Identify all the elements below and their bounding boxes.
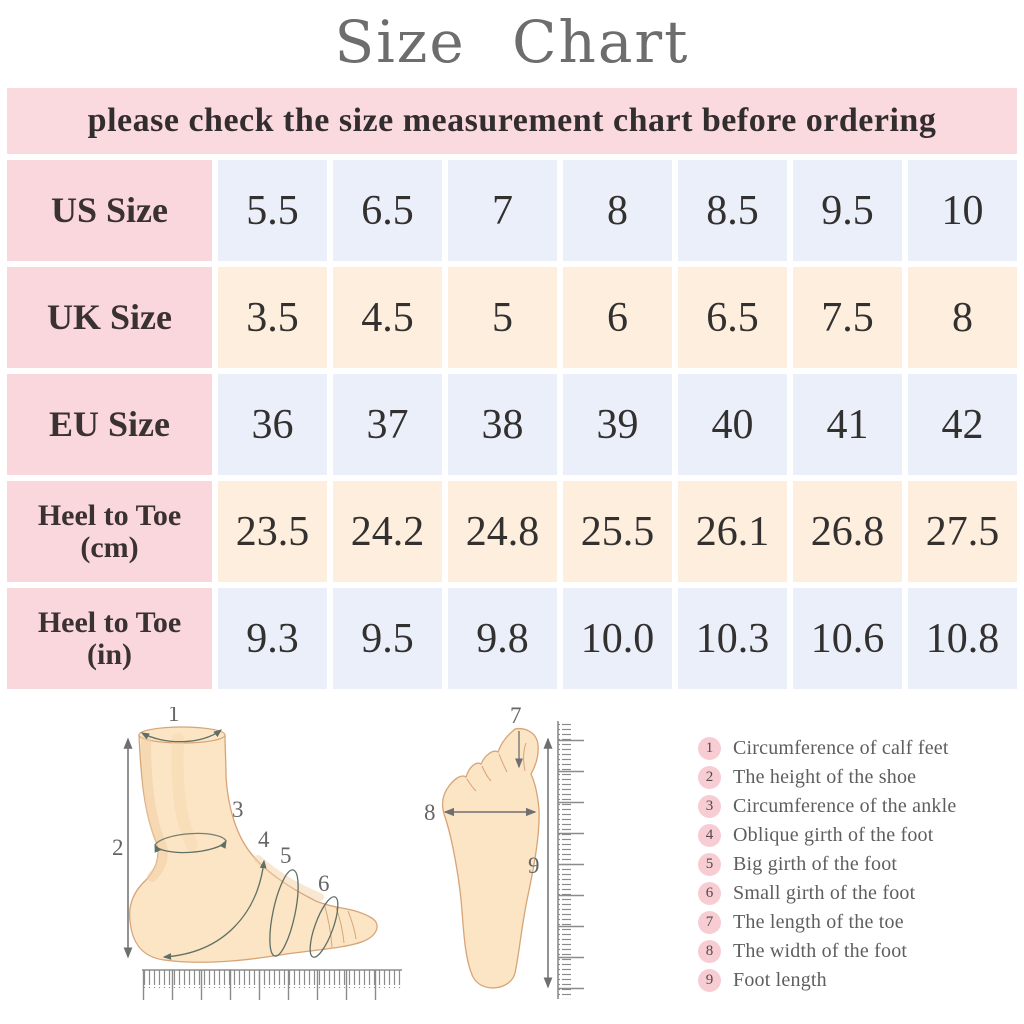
legend-item: 8 The width of the foot bbox=[698, 940, 956, 963]
side-foot-shape bbox=[128, 726, 378, 963]
row-header-heel-to-toe-in: Heel to Toe (in) bbox=[7, 588, 212, 689]
legend-item: 1 Circumference of calf feet bbox=[698, 737, 956, 760]
size-cell: 24.2 bbox=[333, 481, 442, 582]
marker-7: 7 bbox=[510, 707, 522, 728]
legend-number-badge: 5 bbox=[698, 853, 721, 876]
girth-arcs bbox=[140, 729, 339, 960]
size-cell: 27.5 bbox=[908, 481, 1017, 582]
legend-label: The width of the foot bbox=[733, 940, 908, 962]
legend-label: Foot length bbox=[733, 969, 827, 991]
marker-5: 5 bbox=[280, 843, 292, 868]
legend-label: The height of the shoe bbox=[733, 766, 917, 788]
size-cell: 10.8 bbox=[908, 588, 1017, 689]
legend-item: 4 Oblique girth of the foot bbox=[698, 824, 956, 847]
size-cell: 38 bbox=[448, 374, 557, 475]
legend-item: 9 Foot length bbox=[698, 969, 956, 992]
vertical-ruler bbox=[557, 721, 584, 999]
row-header-label: UK Size bbox=[47, 296, 172, 337]
size-cell: 25.5 bbox=[563, 481, 672, 582]
size-cell: 6.5 bbox=[333, 160, 442, 261]
horizontal-ruler bbox=[142, 969, 402, 1000]
size-cell: 9.5 bbox=[333, 588, 442, 689]
size-cell: 8 bbox=[908, 267, 1017, 368]
size-cell: 5.5 bbox=[218, 160, 327, 261]
legend-label: Circumference of calf feet bbox=[733, 737, 949, 759]
size-cell: 41 bbox=[793, 374, 902, 475]
measurement-guide: 1 2 3 4 5 6 bbox=[0, 707, 1024, 1014]
size-cell: 8 bbox=[563, 160, 672, 261]
row-header-uk-size: UK Size bbox=[7, 267, 212, 368]
marker-4: 4 bbox=[258, 827, 270, 852]
page-title: Size Chart bbox=[334, 8, 690, 76]
size-cell: 26.8 bbox=[793, 481, 902, 582]
legend-number-badge: 8 bbox=[698, 940, 721, 963]
legend-item: 3 Circumference of the ankle bbox=[698, 795, 956, 818]
legend-label: Oblique girth of the foot bbox=[733, 824, 934, 846]
row-header-label: Heel to Toe bbox=[37, 499, 182, 532]
row-header-label: Heel to Toe bbox=[37, 606, 182, 639]
size-cell: 24.8 bbox=[448, 481, 557, 582]
notice-banner: please check the size measurement chart … bbox=[7, 88, 1017, 154]
marker-2: 2 bbox=[112, 835, 124, 860]
size-cell: 26.1 bbox=[678, 481, 787, 582]
legend-number-badge: 2 bbox=[698, 766, 721, 789]
size-cell: 10 bbox=[908, 160, 1017, 261]
row-header-heel-to-toe-cm: Heel to Toe (cm) bbox=[7, 481, 212, 582]
row-header-sublabel: (cm) bbox=[80, 530, 139, 564]
legend-item: 6 Small girth of the foot bbox=[698, 882, 956, 905]
row-header-sublabel: (in) bbox=[87, 637, 132, 671]
sole-foot-diagram-icon: 7 8 9 bbox=[424, 707, 584, 999]
size-cell: 7 bbox=[448, 160, 557, 261]
legend-label: Small girth of the foot bbox=[733, 882, 916, 904]
row-header-us-size: US Size bbox=[7, 160, 212, 261]
legend-label: The length of the toe bbox=[733, 911, 904, 933]
measurement-legend: 1 Circumference of calf feet 2 The height … bbox=[698, 737, 956, 998]
size-cell: 36 bbox=[218, 374, 327, 475]
legend-item: 5 Big girth of the foot bbox=[698, 853, 956, 876]
legend-number-badge: 4 bbox=[698, 824, 721, 847]
legend-number-badge: 6 bbox=[698, 882, 721, 905]
legend-number-badge: 7 bbox=[698, 911, 721, 934]
side-foot-diagram-icon: 1 2 3 4 5 6 bbox=[112, 707, 402, 1000]
row-header-label: EU Size bbox=[49, 403, 170, 444]
size-cell: 9.3 bbox=[218, 588, 327, 689]
marker-8: 8 bbox=[424, 800, 436, 825]
legend-label: Circumference of the ankle bbox=[733, 795, 957, 817]
legend-label: Big girth of the foot bbox=[733, 853, 898, 875]
legend-number-badge: 1 bbox=[698, 737, 721, 760]
size-cell: 37 bbox=[333, 374, 442, 475]
size-cell: 10.0 bbox=[563, 588, 672, 689]
size-cell: 6 bbox=[563, 267, 672, 368]
size-table: US Size 5.5 6.5 7 8 8.5 9.5 10 UK Size 3… bbox=[7, 160, 1017, 689]
row-header-label: US Size bbox=[51, 189, 168, 230]
marker-9: 9 bbox=[528, 853, 540, 878]
size-cell: 6.5 bbox=[678, 267, 787, 368]
size-cell: 3.5 bbox=[218, 267, 327, 368]
size-cell: 9.8 bbox=[448, 588, 557, 689]
size-cell: 10.3 bbox=[678, 588, 787, 689]
size-cell: 23.5 bbox=[218, 481, 327, 582]
sole-foot-shape bbox=[442, 727, 540, 989]
size-cell: 42 bbox=[908, 374, 1017, 475]
size-cell: 5 bbox=[448, 267, 557, 368]
size-cell: 39 bbox=[563, 374, 672, 475]
marker-3: 3 bbox=[232, 797, 244, 822]
row-header-eu-size: EU Size bbox=[7, 374, 212, 475]
legend-number-badge: 3 bbox=[698, 795, 721, 818]
size-cell: 9.5 bbox=[793, 160, 902, 261]
legend-item: 7 The length of the toe bbox=[698, 911, 956, 934]
size-cell: 8.5 bbox=[678, 160, 787, 261]
legend-number-badge: 9 bbox=[698, 969, 721, 992]
size-cell: 40 bbox=[678, 374, 787, 475]
size-cell: 7.5 bbox=[793, 267, 902, 368]
marker-1: 1 bbox=[168, 707, 180, 726]
legend-item: 2 The height of the shoe bbox=[698, 766, 956, 789]
size-cell: 4.5 bbox=[333, 267, 442, 368]
size-cell: 10.6 bbox=[793, 588, 902, 689]
marker-6: 6 bbox=[318, 871, 330, 896]
